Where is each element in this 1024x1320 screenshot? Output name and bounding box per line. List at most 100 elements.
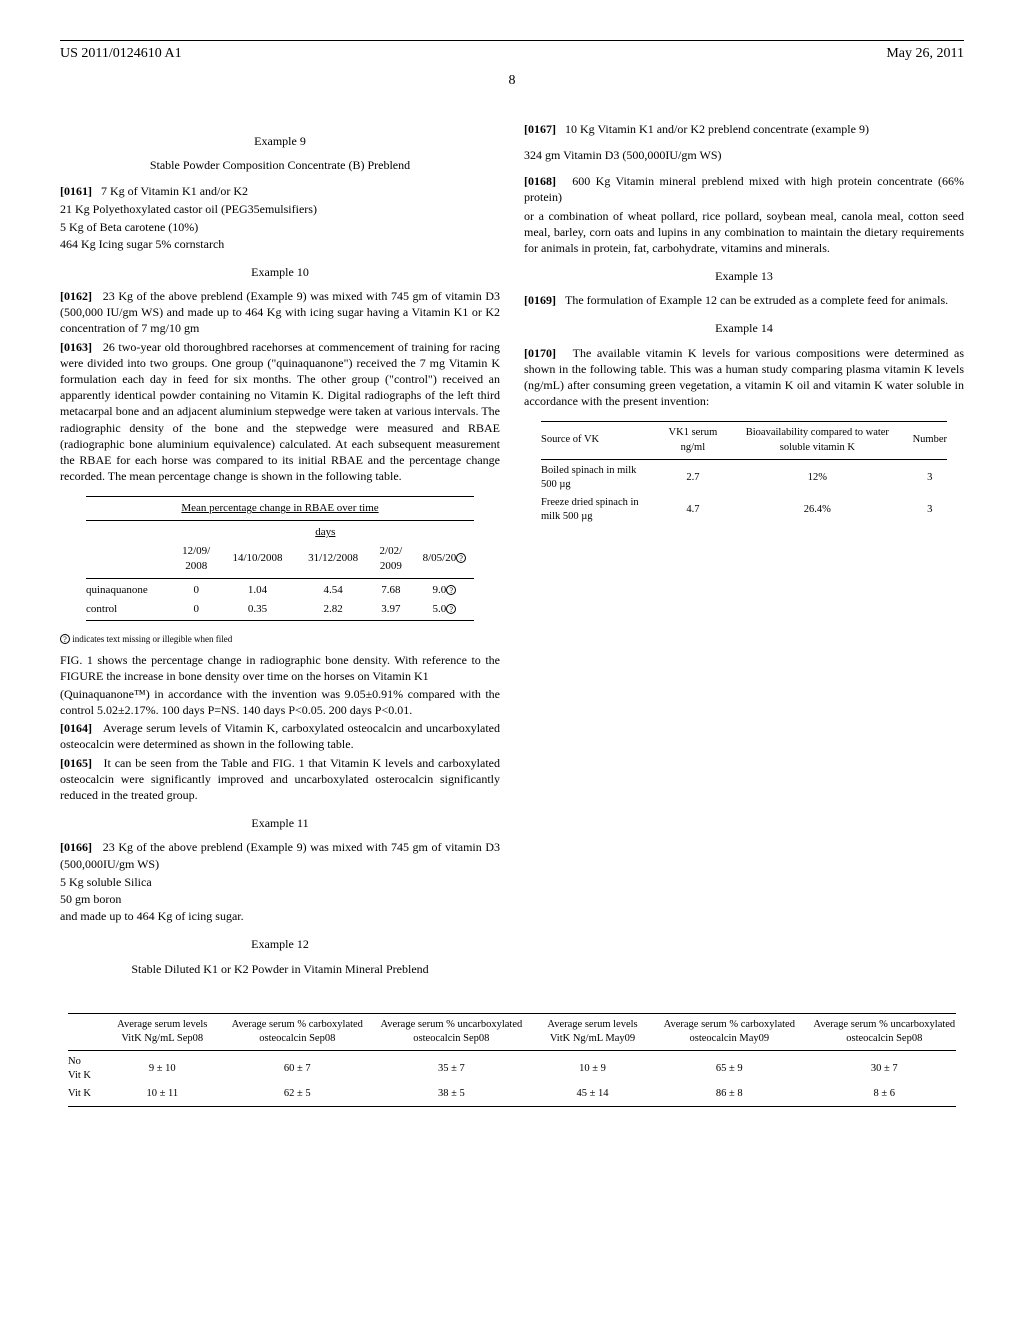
illegible-icon: ? (60, 634, 70, 644)
cell: 26.4% (728, 494, 906, 526)
cell: Freeze dried spinach in milk 500 µg (535, 494, 658, 526)
para-num: [0166] (60, 840, 92, 854)
fig1-para2: (Quinaquanone™) in accordance with the i… (60, 686, 500, 718)
table-rule (541, 459, 947, 460)
table-row: Vit K 10 ± 11 62 ± 5 38 ± 5 45 ± 14 86 ±… (60, 1085, 964, 1103)
para-0164: [0164] Average serum levels of Vitamin K… (60, 720, 500, 752)
cell: 2.82 (295, 600, 371, 619)
cell: 60 ± 7 (223, 1053, 372, 1085)
para-text: 23 Kg of the above preblend (Example 9) … (60, 840, 500, 870)
serum-table-block: Average serum levels VitK Ng/mL Sep08 Av… (60, 1011, 964, 1109)
table-rule (86, 578, 474, 579)
ex9-line: 5 Kg of Beta carotene (10%) (60, 219, 500, 235)
para-0167: [0167] 10 Kg Vitamin K1 and/or K2 preble… (524, 121, 964, 137)
cell: 62 ± 5 (223, 1085, 372, 1103)
col-header: Average serum % uncarboxylated osteocalc… (372, 1016, 531, 1048)
ex11-line: 50 gm boron (60, 891, 500, 907)
para-0163: [0163] 26 two-year old thoroughbred race… (60, 339, 500, 485)
ex12-line: 324 gm Vitamin D3 (500,000IU/gm WS) (524, 147, 964, 163)
rbae-table: Mean percentage change in RBAE over time… (82, 494, 478, 623)
cell: 45 ± 14 (531, 1085, 654, 1103)
illegible-icon: ? (456, 553, 466, 563)
para-num: [0168] (524, 174, 556, 188)
para-0162: [0162] 23 Kg of the above preblend (Exam… (60, 288, 500, 337)
ex9-line: 464 Kg Icing sugar 5% cornstarch (60, 236, 500, 252)
cell: 38 ± 5 (372, 1085, 531, 1103)
ex9-line: 21 Kg Polyethoxylated castor oil (PEG35e… (60, 201, 500, 217)
page-header: US 2011/0124610 A1 May 26, 2011 (60, 45, 964, 64)
doc-date: May 26, 2011 (886, 45, 964, 64)
table-rule (68, 1106, 956, 1107)
table-footnote: ? indicates text missing or illegible wh… (60, 633, 500, 645)
body-columns: Example 9 Stable Powder Composition Conc… (60, 121, 964, 991)
para-0165: [0165] It can be seen from the Table and… (60, 755, 500, 804)
ex11-line: 5 Kg soluble Silica (60, 874, 500, 890)
example-11-title: Example 11 (60, 815, 500, 831)
col-header: Source of VK (535, 424, 658, 456)
table-rule (86, 520, 474, 521)
col-header: 14/10/2008 (220, 542, 296, 576)
row-label: quinaquanone (82, 581, 173, 600)
col-header: Number (907, 424, 953, 456)
doc-number: US 2011/0124610 A1 (60, 45, 182, 64)
cell: 1.04 (220, 581, 296, 600)
table-row: control 0 0.35 2.82 3.97 5.0? (82, 600, 478, 619)
cell: 65 ± 9 (654, 1053, 805, 1085)
rbae-header-row: 12/09/ 2008 14/10/2008 31/12/2008 2/02/ … (82, 542, 478, 576)
cell: 4.7 (658, 494, 729, 526)
cell: 5.0? (411, 600, 478, 619)
cell: 9.0? (411, 581, 478, 600)
para-text: 7 Kg of Vitamin K1 and/or K2 (101, 184, 248, 198)
rbae-table-block: Mean percentage change in RBAE over time… (60, 494, 500, 645)
col-header: 8/05/20? (411, 542, 478, 576)
para-num: [0163] (60, 340, 92, 354)
cell: 2.7 (658, 462, 729, 494)
cell: Boiled spinach in milk 500 µg (535, 462, 658, 494)
table-row: Freeze dried spinach in milk 500 µg 4.7 … (535, 494, 953, 526)
para-num: [0169] (524, 293, 556, 307)
para-num: [0167] (524, 122, 556, 136)
days-header: days (173, 523, 478, 542)
col-header (60, 1016, 102, 1048)
col-header: VK1 serum ng/ml (658, 424, 729, 456)
cell: 3 (907, 494, 953, 526)
ex11-line: and made up to 464 Kg of icing sugar. (60, 908, 500, 924)
table-rule (86, 496, 474, 497)
table-rule (68, 1013, 956, 1014)
para-text: Average serum levels of Vitamin K, carbo… (60, 721, 500, 751)
para-text: 26 two-year old thoroughbred racehorses … (60, 340, 500, 484)
cell: 10 ± 11 (102, 1085, 223, 1103)
row-label: control (82, 600, 173, 619)
table-row: quinaquanone 0 1.04 4.54 7.68 9.0? (82, 581, 478, 600)
cell: 12% (728, 462, 906, 494)
ex12-para3: or a combination of wheat pollard, rice … (524, 208, 964, 257)
cell: 9 ± 10 (102, 1053, 223, 1085)
example-13-title: Example 13 (524, 268, 964, 284)
table-row: No Vit K 9 ± 10 60 ± 7 35 ± 7 10 ± 9 65 … (60, 1053, 964, 1085)
page-number: 8 (60, 72, 964, 91)
header-rule (60, 40, 964, 41)
table-row: Boiled spinach in milk 500 µg 2.7 12% 3 (535, 462, 953, 494)
cell: 0 (173, 600, 220, 619)
para-num: [0161] (60, 184, 92, 198)
cell: 86 ± 8 (654, 1085, 805, 1103)
para-text: 23 Kg of the above preblend (Example 9) … (60, 289, 500, 335)
para-0170: [0170] The available vitamin K levels fo… (524, 345, 964, 410)
cell: 3 (907, 462, 953, 494)
col-header: 12/09/ 2008 (173, 542, 220, 576)
col-header: 2/02/ 2009 (371, 542, 411, 576)
table-rule (86, 620, 474, 621)
illegible-icon: ? (446, 604, 456, 614)
para-0166: [0166] 23 Kg of the above preblend (Exam… (60, 839, 500, 871)
fig1-para: FIG. 1 shows the percentage change in ra… (60, 652, 500, 684)
cell-text: 9.0 (433, 584, 447, 596)
para-text: The available vitamin K levels for vario… (524, 346, 964, 409)
cell-text: 5.0 (433, 603, 447, 615)
cell: 0 (173, 581, 220, 600)
example-9-sub: Stable Powder Composition Concentrate (B… (60, 157, 500, 173)
col-header: 31/12/2008 (295, 542, 371, 576)
para-text: 10 Kg Vitamin K1 and/or K2 preblend conc… (565, 122, 869, 136)
row-label: Vit K (60, 1085, 102, 1103)
col-header: Average serum % carboxylated osteocalcin… (654, 1016, 805, 1048)
serum-table: Average serum levels VitK Ng/mL Sep08 Av… (60, 1011, 964, 1109)
